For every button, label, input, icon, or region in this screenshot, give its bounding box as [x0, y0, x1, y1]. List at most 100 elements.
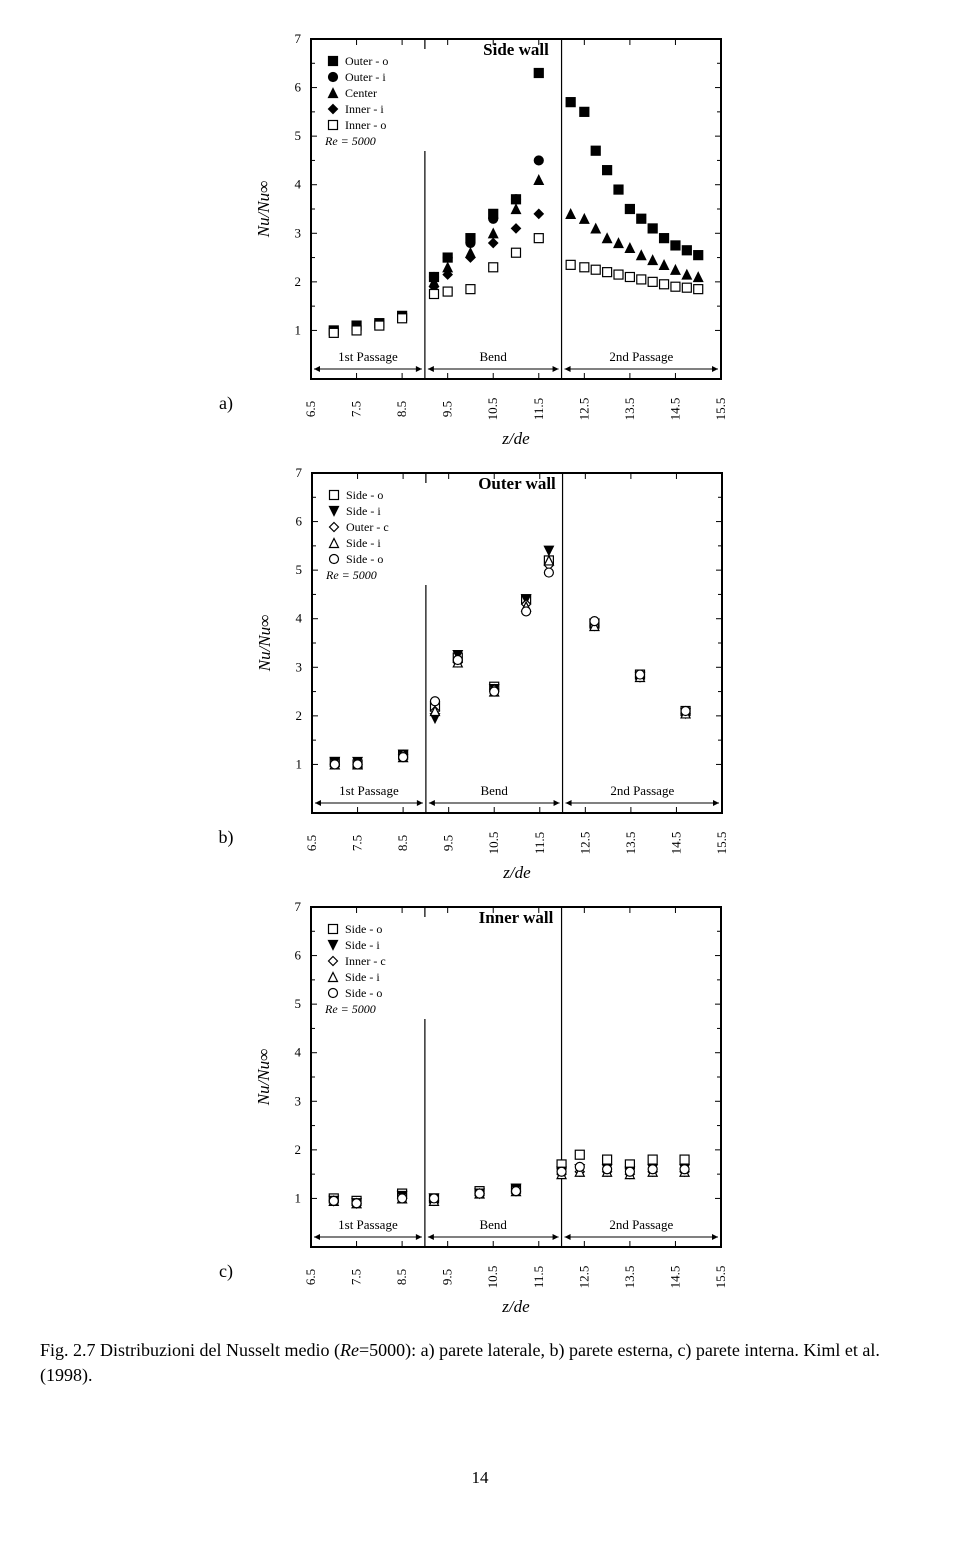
svg-text:13.5: 13.5 — [622, 832, 637, 855]
svg-text:Re = 5000: Re = 5000 — [324, 134, 376, 148]
svg-text:10.5: 10.5 — [486, 832, 501, 855]
svg-text:Re = 5000: Re = 5000 — [324, 1002, 376, 1016]
svg-text:15.5: 15.5 — [713, 398, 728, 421]
svg-text:Outer - o: Outer - o — [345, 54, 388, 68]
svg-text:7: 7 — [295, 465, 302, 480]
svg-text:Bend: Bend — [479, 349, 507, 364]
svg-text:Outer - i: Outer - i — [345, 70, 386, 84]
svg-text:Inner - o: Inner - o — [345, 118, 386, 132]
svg-text:2nd Passage: 2nd Passage — [609, 1217, 673, 1232]
svg-text:1: 1 — [294, 1190, 301, 1205]
svg-text:4: 4 — [294, 177, 301, 192]
svg-text:6: 6 — [294, 948, 301, 963]
page-number: 14 — [40, 1468, 920, 1488]
svg-text:6: 6 — [294, 80, 301, 95]
svg-text:14.5: 14.5 — [667, 1266, 682, 1289]
svg-text:4: 4 — [295, 611, 302, 626]
svg-text:1st Passage: 1st Passage — [338, 349, 398, 364]
svg-text:Side - i: Side - i — [345, 970, 380, 984]
chart-b: 1 2 3 4 5 6 7 6.5 7.5 8.5 9.5 10.5 11.5 12.5 13.5 14.5 1… — [242, 458, 742, 888]
svg-text:Bend: Bend — [479, 1217, 507, 1232]
svg-text:1: 1 — [295, 756, 302, 771]
caption-prefix: Fig. 2.7 Distribuzioni del Nusselt medio… — [40, 1340, 340, 1360]
svg-text:1st Passage: 1st Passage — [339, 783, 399, 798]
svg-text:Re = 5000: Re = 5000 — [325, 568, 377, 582]
svg-text:5: 5 — [294, 128, 301, 143]
chart-svg-c: 1 2 3 4 5 6 7 6.5 7.5 8.5 9.5 10.5 11.5 12.5 13.5 14.5 1… — [241, 892, 741, 1322]
svg-text:Bend: Bend — [480, 783, 508, 798]
panel-label-a: a) — [219, 393, 233, 454]
svg-text:z/de: z/de — [501, 1297, 530, 1316]
svg-text:7: 7 — [294, 899, 301, 914]
chart-a: 12345676.57.58.59.510.511.512.513.514.51… — [241, 24, 741, 454]
svg-text:2nd Passage: 2nd Passage — [610, 783, 674, 798]
svg-text:Inner - i: Inner - i — [345, 102, 384, 116]
svg-text:8.5: 8.5 — [395, 835, 410, 851]
svg-text:12.5: 12.5 — [576, 1266, 591, 1289]
caption-re: Re — [340, 1340, 359, 1360]
figure-panel-b: b) 1 2 3 4 5 6 7 6.5 7.5 8.5 9.5 10.5 11.5 12.5 13.5 14… — [40, 458, 920, 888]
svg-text:6.5: 6.5 — [304, 835, 319, 851]
svg-text:Outer wall: Outer wall — [478, 474, 556, 493]
svg-text:7.5: 7.5 — [349, 401, 364, 417]
svg-text:Side - i: Side - i — [346, 504, 381, 518]
svg-text:8.5: 8.5 — [394, 401, 409, 417]
svg-text:4: 4 — [294, 1045, 301, 1060]
svg-text:15.5: 15.5 — [714, 832, 729, 855]
svg-text:Outer - c: Outer - c — [346, 520, 389, 534]
svg-text:1st Passage: 1st Passage — [338, 1217, 398, 1232]
svg-text:9.5: 9.5 — [440, 835, 455, 851]
svg-text:Side - o: Side - o — [346, 488, 383, 502]
svg-text:Side - o: Side - o — [346, 552, 383, 566]
svg-text:14.5: 14.5 — [668, 832, 683, 855]
svg-text:Side - i: Side - i — [345, 938, 380, 952]
svg-text:Nu/Nu∞: Nu/Nu∞ — [255, 615, 274, 673]
figure-panel-c: c) 1 2 3 4 5 6 7 6.5 7.5 8.5 9.5 10.5 11.5 12.5 13.5 14… — [40, 892, 920, 1322]
svg-text:z/de: z/de — [502, 863, 531, 882]
chart-svg-a: 12345676.57.58.59.510.511.512.513.514.51… — [241, 24, 741, 454]
svg-text:2: 2 — [295, 708, 302, 723]
chart-svg-b: 1 2 3 4 5 6 7 6.5 7.5 8.5 9.5 10.5 11.5 12.5 13.5 14.5 1… — [242, 458, 742, 888]
svg-text:7.5: 7.5 — [349, 835, 364, 851]
svg-text:6.5: 6.5 — [303, 1269, 318, 1285]
svg-text:12.5: 12.5 — [577, 832, 592, 855]
svg-text:11.5: 11.5 — [531, 832, 546, 854]
svg-text:5: 5 — [295, 562, 302, 577]
svg-text:z/de: z/de — [501, 429, 530, 448]
panel-label-c: c) — [219, 1261, 233, 1322]
svg-text:Nu/Nu∞: Nu/Nu∞ — [254, 1049, 273, 1107]
figure-panel-a: a) 12345676.57.58.59.510.511.512.513.514… — [40, 24, 920, 454]
svg-text:3: 3 — [295, 659, 302, 674]
svg-text:11.5: 11.5 — [531, 398, 546, 420]
panel-label-b: b) — [219, 827, 234, 888]
svg-text:12.5: 12.5 — [576, 398, 591, 421]
svg-text:9.5: 9.5 — [440, 401, 455, 417]
svg-text:13.5: 13.5 — [622, 398, 637, 421]
svg-text:8.5: 8.5 — [394, 1269, 409, 1285]
svg-text:1: 1 — [294, 322, 301, 337]
svg-text:3: 3 — [294, 1093, 301, 1108]
svg-text:13.5: 13.5 — [622, 1266, 637, 1289]
svg-text:7.5: 7.5 — [349, 1269, 364, 1285]
svg-text:Inner wall: Inner wall — [479, 908, 554, 927]
svg-text:2nd Passage: 2nd Passage — [609, 349, 673, 364]
svg-text:6: 6 — [295, 514, 302, 529]
chart-c: 1 2 3 4 5 6 7 6.5 7.5 8.5 9.5 10.5 11.5 12.5 13.5 14.5 1… — [241, 892, 741, 1322]
svg-text:10.5: 10.5 — [485, 1266, 500, 1289]
svg-text:Side wall: Side wall — [483, 40, 549, 59]
svg-text:5: 5 — [294, 996, 301, 1011]
figure-caption: Fig. 2.7 Distribuzioni del Nusselt medio… — [40, 1338, 920, 1388]
svg-text:Side - o: Side - o — [345, 986, 382, 1000]
svg-text:3: 3 — [294, 225, 301, 240]
svg-text:Center: Center — [345, 86, 377, 100]
svg-text:Nu/Nu∞: Nu/Nu∞ — [254, 181, 273, 239]
svg-text:Side - i: Side - i — [346, 536, 381, 550]
svg-text:15.5: 15.5 — [713, 1266, 728, 1289]
svg-text:2: 2 — [294, 1142, 301, 1157]
svg-text:14.5: 14.5 — [667, 398, 682, 421]
svg-text:2: 2 — [294, 274, 301, 289]
svg-text:9.5: 9.5 — [440, 1269, 455, 1285]
svg-text:7: 7 — [294, 31, 301, 46]
svg-text:10.5: 10.5 — [485, 398, 500, 421]
svg-text:11.5: 11.5 — [531, 1266, 546, 1288]
